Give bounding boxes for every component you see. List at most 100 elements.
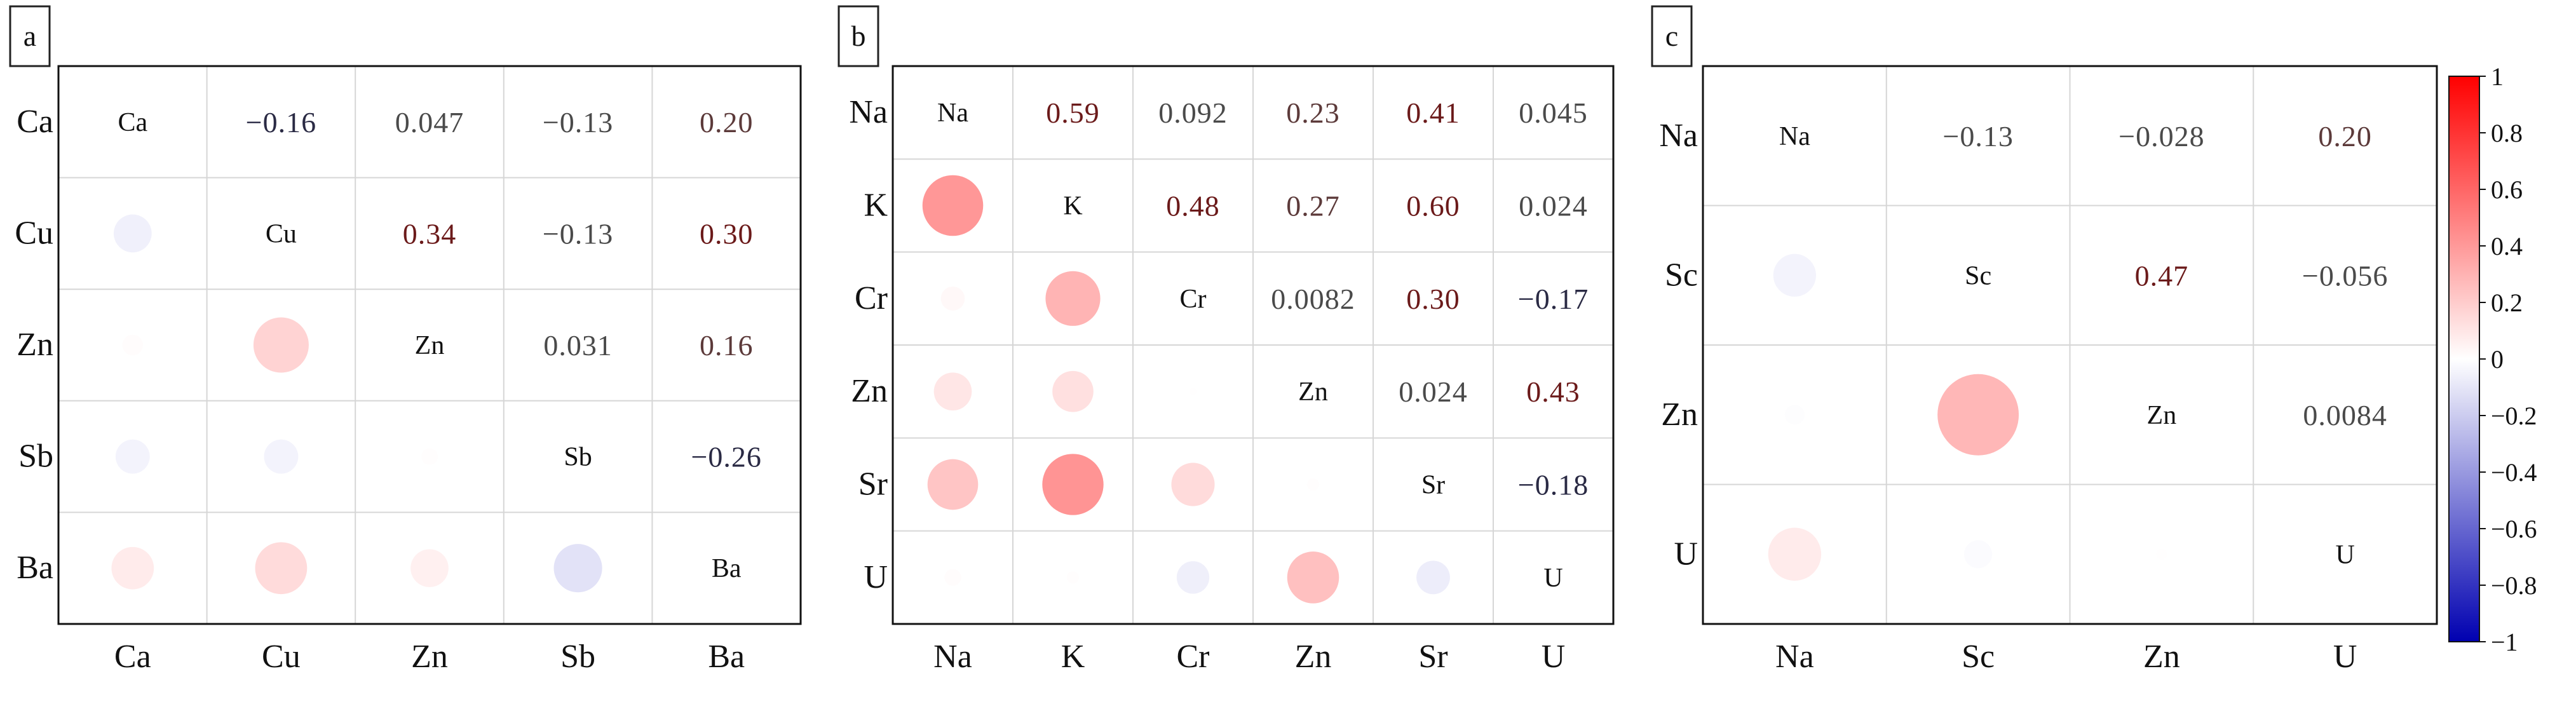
colorbar-tick-label: 0.6 (2491, 175, 2523, 204)
x-axis-label-Na: Na (933, 639, 972, 675)
correlation-circle-Zn-Cr (1189, 388, 1197, 395)
correlation-circle-Sr-Zn (1306, 478, 1320, 491)
colorbar-tick-label: −0.6 (2491, 515, 2537, 543)
diagonal-label-Cr: Cr (1180, 285, 1207, 314)
correlation-value-Na-Sc: −0.13 (1942, 120, 2013, 152)
panel-frame-c (1702, 65, 2438, 625)
correlation-circle-U-Cr (1176, 561, 1210, 594)
correlation-circle-K-Na (922, 175, 984, 236)
correlation-circle-Cu-Ca (113, 214, 152, 253)
correlation-value-Ca-Cu: −0.16 (246, 106, 316, 139)
correlation-circle-Sr-Na (927, 459, 979, 510)
correlation-circle-Zn-Na (1784, 405, 1805, 425)
correlation-circle-U-Na (944, 569, 961, 586)
correlation-circle-Ba-Zn (410, 549, 449, 588)
correlation-value-Na-K: 0.59 (1046, 97, 1100, 129)
diagonal-label-Ca: Ca (118, 108, 147, 137)
y-axis-label-Sc: Sc (1665, 257, 1698, 293)
correlation-circle-U-Sc (1964, 540, 1993, 569)
colorbar-tick-label: 1 (2491, 62, 2504, 91)
x-axis-label-U: U (1542, 639, 1566, 675)
x-axis-label-Zn: Zn (411, 639, 448, 675)
x-axis-label-Sr: Sr (1418, 639, 1447, 675)
colorbar-tick-label: −0.2 (2491, 402, 2537, 430)
correlation-value-Na-U: 0.20 (2318, 120, 2372, 152)
correlation-circle-Cr-K (1045, 271, 1101, 326)
colorbar (2448, 76, 2480, 642)
x-axis-label-Cu: Cu (262, 639, 301, 675)
panel-label-box-b (837, 5, 879, 67)
correlation-circle-U-Zn (2156, 548, 2167, 560)
correlation-circle-U-Zn (1287, 552, 1339, 604)
y-axis-label-Ca: Ca (17, 104, 53, 140)
correlation-circle-Sc-Na (1773, 254, 1817, 297)
correlation-circle-Zn-Sc (1937, 374, 2019, 456)
correlation-circle-Sr-Cr (1171, 463, 1215, 506)
x-axis-label-K: K (1061, 639, 1085, 675)
correlation-circle-U-Na (1768, 527, 1822, 581)
panel-label-a: a (24, 20, 36, 52)
panel-label-b: b (851, 20, 866, 52)
correlation-value-Sc-U: −0.056 (2302, 259, 2388, 292)
colorbar-tick-label: 0.4 (2491, 232, 2523, 261)
y-axis-label-Ba: Ba (17, 550, 53, 586)
y-axis-label-Na: Na (849, 94, 888, 130)
colorbar-tick-label: −0.8 (2491, 571, 2537, 600)
correlation-value-Ca-Sb: −0.13 (543, 106, 613, 139)
correlation-value-Cu-Ba: 0.30 (700, 217, 754, 250)
colorbar-tick-label: 0.2 (2491, 288, 2523, 317)
colorbar-tick-label: −1 (2491, 628, 2518, 656)
diagonal-label-Sr: Sr (1421, 471, 1445, 500)
correlation-circle-U-K (1066, 571, 1080, 584)
correlation-circle-Ba-Cu (255, 542, 308, 595)
x-axis-label-Ba: Ba (708, 639, 745, 675)
correlation-value-Zn-Sb: 0.031 (543, 329, 613, 362)
correlation-circle-Sb-Ca (115, 439, 150, 474)
y-axis-label-Cr: Cr (855, 280, 888, 316)
correlation-circle-Sb-Cu (264, 439, 299, 474)
correlation-value-Cr-U: −0.17 (1518, 283, 1589, 315)
panel-label-box-c (1651, 5, 1693, 67)
correlation-value-Na-Cr: 0.092 (1158, 97, 1228, 129)
correlation-value-Ca-Ba: 0.20 (700, 106, 754, 139)
diagonal-label-Cu: Cu (266, 219, 297, 248)
y-axis-label-Zn: Zn (1661, 396, 1698, 433)
correlation-value-Zn-Ba: 0.16 (700, 329, 754, 362)
diagonal-label-Sc: Sc (1965, 261, 1991, 290)
colorbar-tick-label: 0 (2491, 345, 2504, 374)
correlation-value-Na-Zn: −0.028 (2118, 120, 2204, 152)
correlation-circle-Zn-K (1052, 370, 1094, 412)
panel-label-box-a (9, 5, 51, 67)
diagonal-label-Na: Na (1779, 122, 1810, 151)
y-axis-label-Cu: Cu (15, 215, 53, 251)
correlation-circle-Cr-Na (940, 286, 965, 311)
y-axis-label-Zn: Zn (851, 373, 888, 409)
correlation-value-Na-Zn: 0.23 (1286, 97, 1340, 129)
x-axis-label-Ca: Ca (114, 639, 151, 675)
correlation-value-Cr-Zn: 0.0082 (1271, 283, 1355, 315)
diagonal-label-Zn: Zn (415, 331, 445, 360)
diagonal-label-Ba: Ba (712, 554, 742, 583)
x-axis-label-Sb: Sb (560, 639, 595, 675)
diagonal-label-Zn: Zn (2147, 401, 2177, 430)
colorbar-tick-label: 0.8 (2491, 119, 2523, 147)
correlation-value-K-Zn: 0.27 (1286, 190, 1340, 222)
correlation-circle-Sr-K (1042, 454, 1104, 515)
y-axis-label-U: U (1674, 536, 1698, 572)
x-axis-label-Zn: Zn (2143, 639, 2180, 675)
x-axis-label-Na: Na (1775, 639, 1814, 675)
diagonal-label-Sb: Sb (564, 443, 592, 472)
y-axis-label-Sb: Sb (18, 438, 53, 475)
correlation-value-Sc-Zn: 0.47 (2135, 259, 2189, 292)
panel-frame-b (891, 65, 1615, 625)
x-axis-label-Cr: Cr (1177, 639, 1210, 675)
correlation-circle-Zn-Cu (253, 317, 309, 373)
correlation-value-Cu-Sb: −0.13 (543, 217, 613, 250)
correlation-value-Cu-Zn: 0.34 (403, 217, 457, 250)
panel-frame-a (57, 65, 802, 625)
panel-label-c: c (1665, 20, 1678, 52)
y-axis-label-Sr: Sr (858, 466, 888, 503)
x-axis-label-Zn: Zn (1295, 639, 1332, 675)
correlation-circle-Zn-Na (933, 372, 972, 410)
diagonal-label-U: U (1543, 564, 1563, 593)
